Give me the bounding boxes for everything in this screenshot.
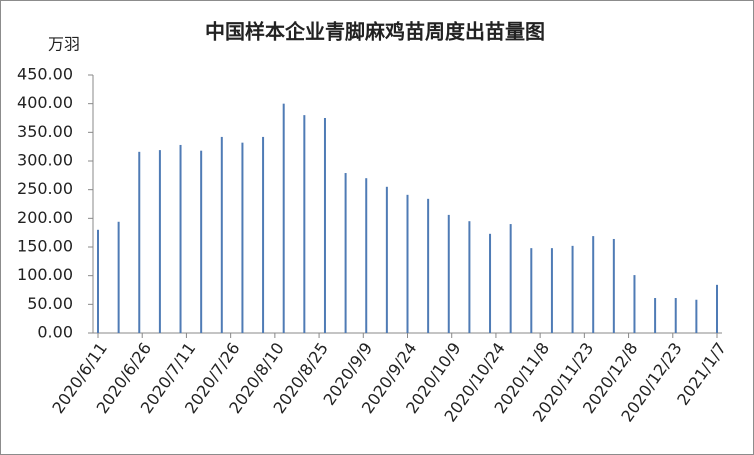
bar — [571, 245, 574, 333]
y-tick-label: 200.00 — [17, 208, 73, 227]
bar — [550, 248, 553, 333]
y-tick-label: 250.00 — [17, 179, 73, 198]
bar — [241, 142, 244, 333]
y-tick-label: 350.00 — [17, 122, 73, 141]
bar — [592, 236, 595, 333]
y-tick-label: 50.00 — [27, 294, 73, 313]
y-tick-label: 100.00 — [17, 265, 73, 284]
y-unit: 万羽 — [48, 35, 80, 54]
bar — [447, 214, 450, 333]
y-tick-label: 0.00 — [37, 323, 73, 342]
bar — [365, 178, 368, 333]
bar — [612, 238, 615, 333]
chart-title: 中国样本企业青脚麻鸡苗周度出苗量图 — [205, 20, 545, 44]
y-tick-label: 400.00 — [17, 93, 73, 112]
bar — [427, 198, 430, 333]
y-tick-label: 450.00 — [17, 65, 73, 84]
bar — [674, 298, 677, 333]
bar — [282, 103, 285, 334]
bar — [344, 173, 347, 333]
bar — [530, 248, 533, 333]
bar — [138, 151, 141, 333]
bar — [200, 150, 203, 333]
bar — [117, 221, 120, 333]
bar — [406, 194, 409, 333]
bar — [158, 150, 161, 333]
bar — [385, 186, 388, 333]
y-tick-label: 150.00 — [17, 237, 73, 256]
bar — [323, 118, 326, 333]
bar — [468, 221, 471, 333]
bar — [303, 115, 306, 333]
bar — [695, 299, 698, 333]
bar — [654, 298, 657, 333]
bar — [509, 224, 512, 333]
bar — [716, 284, 718, 333]
bar — [262, 136, 265, 333]
bar — [179, 144, 182, 333]
y-tick-label: 300.00 — [17, 151, 73, 170]
bar — [489, 233, 492, 333]
bar — [220, 136, 223, 333]
bar — [97, 229, 99, 333]
bar — [633, 275, 636, 333]
